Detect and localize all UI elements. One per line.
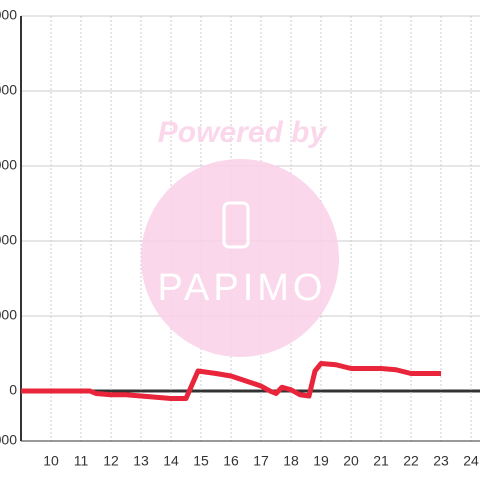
watermark-circle [141, 159, 339, 357]
watermark-brand: PAPIMO [158, 267, 327, 309]
y-tick-label: 0 [9, 382, 17, 398]
x-tick-label: 15 [193, 453, 209, 469]
x-tick-label: 23 [433, 453, 449, 469]
data-line [21, 361, 441, 401]
plot: -20,000 0 30,000 60,000 90,000 120,000 150,000… [0, 7, 480, 469]
x-tick-label: 14 [163, 453, 179, 469]
y-tick-label: 120,000 [0, 82, 17, 98]
x-tick-label: 21 [373, 453, 389, 469]
x-tick-label: 24 [463, 453, 479, 469]
x-tick-label: 11 [74, 453, 89, 469]
x-tick-label: 20 [343, 453, 359, 469]
x-tick-label: 22 [403, 453, 419, 469]
x-tick-label: 19 [313, 453, 329, 469]
x-tick-label: 12 [103, 453, 119, 469]
x-tick-label: 17 [253, 453, 269, 469]
y-tick-label: 30,000 [0, 307, 17, 323]
x-tick-label: 13 [133, 453, 149, 469]
x-tick-label: 10 [43, 453, 59, 469]
y-tick-label: 150,000 [0, 7, 17, 23]
y-tick-label: 60,000 [0, 232, 17, 248]
watermark: Powered by PAPIMO [141, 116, 339, 357]
y-tick-label: -20,000 [0, 432, 17, 448]
x-tick-label: 16 [223, 453, 239, 469]
watermark-title: Powered by [158, 116, 328, 149]
watermark-icon [222, 201, 250, 249]
x-tick-label: 18 [283, 453, 299, 469]
y-tick-label: 90,000 [0, 157, 17, 173]
